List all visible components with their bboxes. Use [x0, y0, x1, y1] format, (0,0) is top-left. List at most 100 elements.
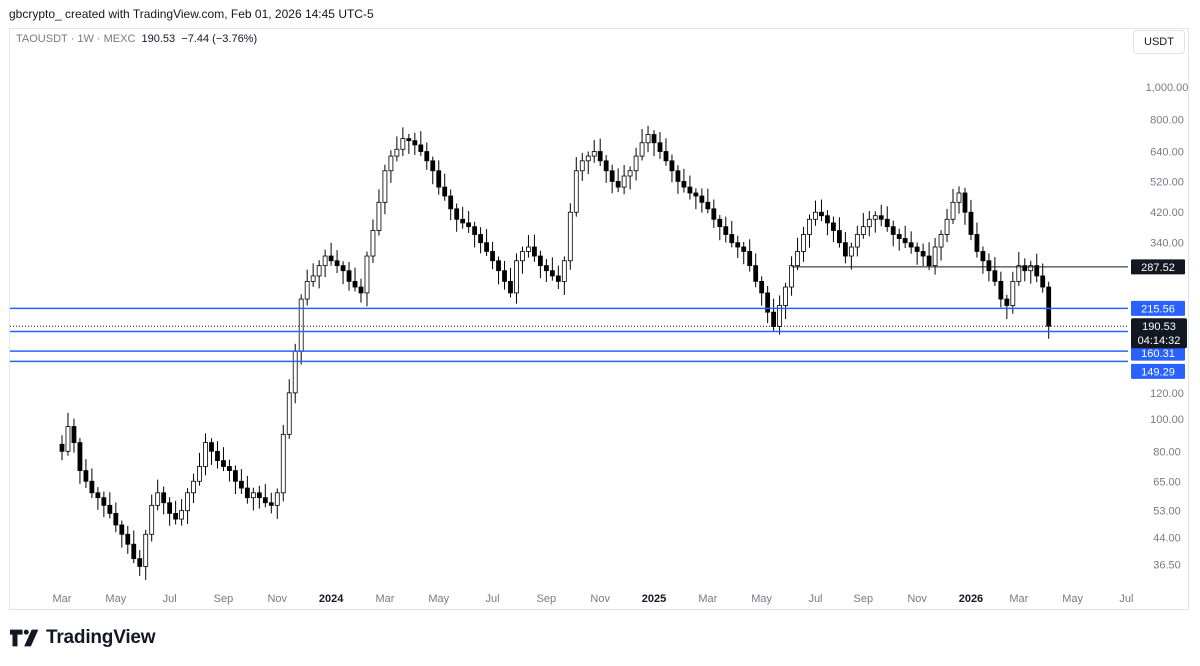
price-label-bg	[1131, 300, 1185, 316]
candle	[573, 170, 579, 213]
candle	[615, 181, 621, 188]
candle	[890, 226, 896, 235]
candle	[914, 246, 920, 252]
candle	[274, 492, 280, 506]
candle	[926, 255, 932, 267]
candle	[197, 466, 202, 482]
candle	[173, 513, 179, 520]
candle	[149, 504, 155, 535]
y-tick-label: 65.00	[1153, 476, 1181, 488]
candle	[705, 201, 711, 210]
candle	[1016, 265, 1022, 282]
x-tick-label: Jul	[486, 593, 500, 605]
x-tick-label: Jul	[163, 593, 177, 605]
x-tick-label: May	[751, 593, 772, 605]
candle	[783, 286, 788, 306]
candle	[711, 208, 717, 220]
x-tick-label: Sep	[537, 593, 557, 605]
candle	[340, 265, 346, 272]
candle	[896, 234, 902, 239]
candle	[567, 211, 573, 262]
candle	[1004, 298, 1010, 306]
candle	[376, 201, 382, 231]
candle	[992, 270, 998, 282]
candle	[693, 192, 699, 197]
candle	[298, 298, 304, 352]
candle	[585, 155, 591, 162]
candle	[322, 255, 328, 267]
candle	[155, 492, 161, 506]
candle	[765, 292, 771, 313]
candle	[532, 246, 537, 257]
price-label: 215.56	[1141, 303, 1175, 315]
price-label-bg	[1131, 345, 1185, 361]
candle	[932, 246, 938, 267]
candle	[131, 543, 137, 560]
candle	[950, 201, 956, 220]
candle	[514, 260, 519, 294]
symbol-bar[interactable]: TAOUSDT · 1W · MEXC 190.53 −7.44 (−3.76%…	[16, 33, 257, 45]
candle	[872, 215, 878, 220]
candle	[795, 251, 800, 267]
y-tick-label: 120.00	[1150, 388, 1184, 400]
x-tick-label: Mar	[53, 593, 72, 605]
candle	[358, 286, 364, 294]
candle	[657, 142, 663, 152]
candle	[292, 350, 298, 394]
candle	[651, 134, 657, 144]
x-tick-label: 2025	[642, 593, 666, 605]
candle	[209, 442, 214, 452]
candle	[597, 151, 603, 162]
candle	[310, 275, 316, 282]
candle	[364, 255, 370, 294]
candle	[262, 497, 268, 504]
candle	[669, 160, 675, 172]
candle	[89, 480, 95, 494]
candle	[203, 442, 208, 467]
candle	[920, 251, 926, 257]
candle	[771, 311, 777, 328]
separator: ·	[93, 33, 104, 45]
candle	[101, 497, 107, 506]
candle	[908, 242, 914, 248]
candle	[215, 450, 220, 462]
candle	[412, 140, 418, 146]
candle	[1028, 265, 1034, 272]
candle	[520, 251, 525, 262]
candle	[645, 134, 651, 144]
candle	[884, 218, 890, 228]
candle	[77, 442, 83, 471]
candle	[346, 270, 352, 282]
x-tick-label: Mar	[698, 593, 717, 605]
candle	[221, 460, 226, 467]
candle	[753, 265, 759, 282]
candle	[591, 151, 597, 157]
tradingview-logo[interactable]: TradingView	[10, 627, 156, 649]
candle	[179, 510, 185, 520]
candle	[1034, 265, 1040, 277]
candle	[442, 186, 448, 197]
candle	[430, 160, 436, 172]
candle	[675, 170, 681, 182]
y-tick-label: 520.00	[1150, 176, 1184, 188]
candle	[986, 260, 992, 272]
chart-caption: gbcrypto_ created with TradingView.com, …	[9, 7, 374, 21]
y-tick-label: 80.00	[1153, 446, 1181, 458]
candle	[956, 192, 962, 203]
candle	[627, 170, 633, 177]
x-tick-label: Mar	[1009, 593, 1028, 605]
x-tick-label: 2024	[319, 593, 344, 605]
candle	[819, 211, 824, 217]
candle	[304, 280, 310, 300]
currency-button[interactable]: USDT	[1133, 30, 1185, 54]
candle	[460, 218, 466, 224]
last-price-label: 190.53	[1142, 321, 1176, 333]
y-tick-label: 44.00	[1153, 533, 1181, 545]
candle	[681, 181, 687, 188]
candle	[729, 234, 735, 244]
candle	[334, 260, 340, 267]
candle	[603, 160, 609, 172]
y-tick-label: 640.00	[1150, 147, 1184, 159]
candle	[687, 186, 693, 194]
